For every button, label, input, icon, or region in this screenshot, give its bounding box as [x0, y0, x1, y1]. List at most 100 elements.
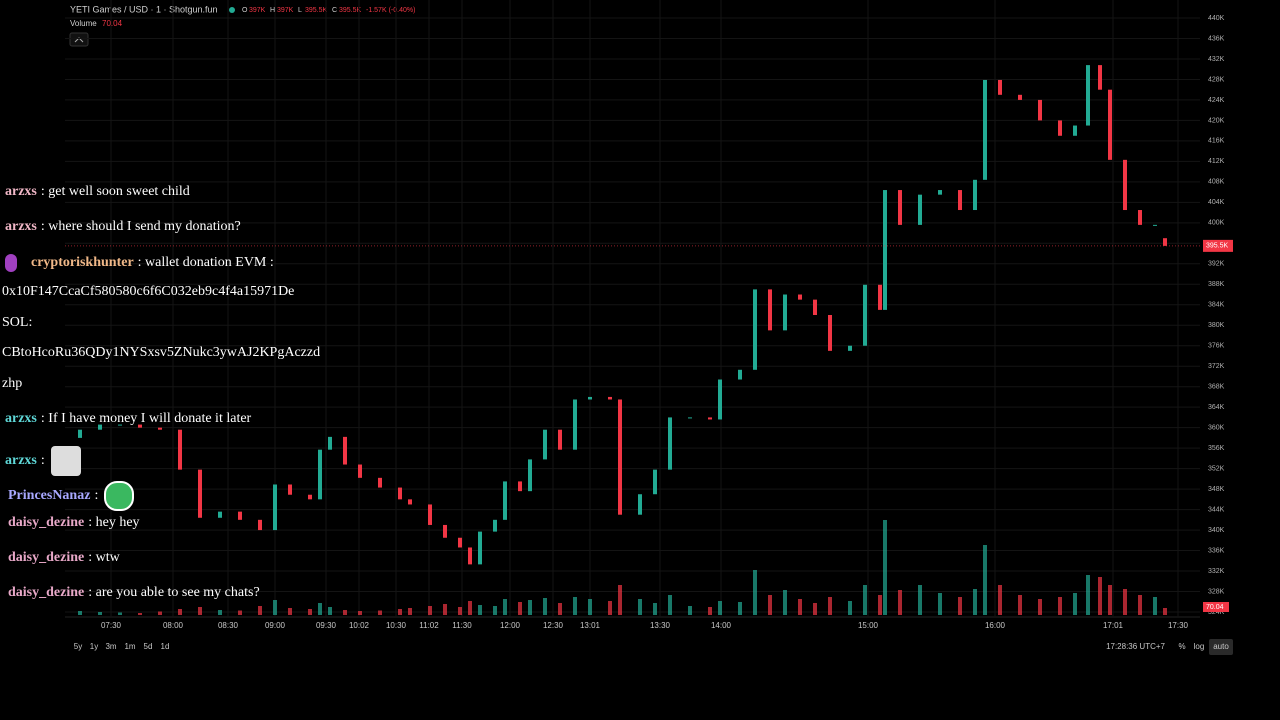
range-button[interactable]: 5y	[74, 642, 82, 651]
x-tick-label: 08:00	[163, 621, 184, 630]
y-tick-label: 332K	[1208, 568, 1225, 575]
volume-bar	[378, 610, 382, 615]
candle	[998, 79, 1002, 95]
volume-bar	[78, 611, 82, 615]
y-tick-label: 352K	[1208, 465, 1225, 472]
candle	[158, 427, 162, 430]
candle	[518, 481, 522, 492]
chat-user: daisy_dezine	[8, 585, 85, 600]
x-tick-label: 17:01	[1103, 621, 1124, 630]
candle	[878, 284, 882, 310]
volume-tag	[1203, 602, 1229, 612]
chat-text: : get well soon sweet child	[40, 184, 190, 199]
candle	[288, 484, 292, 495]
candle	[718, 379, 722, 420]
chat-line: 0x10F147CcaCf580580c6f6C032eb9c4f4a15971…	[2, 284, 295, 299]
chat-text: : are you able to see my chats?	[88, 585, 260, 600]
price-tag	[1203, 239, 1233, 252]
candle	[198, 469, 202, 518]
x-tick-label: 12:30	[543, 621, 564, 630]
volume-bar	[428, 606, 432, 615]
chat-message: daisy_dezine: wtw	[8, 550, 120, 566]
x-tick-label: 17:30	[1168, 621, 1189, 630]
candle	[813, 299, 817, 315]
ohlc-label: L	[298, 7, 302, 14]
candle	[493, 519, 497, 532]
candle	[358, 464, 362, 478]
candle	[1018, 94, 1022, 100]
candle	[138, 424, 142, 428]
range-button[interactable]: 1y	[90, 642, 98, 651]
y-tick-label: 424K	[1208, 97, 1225, 104]
volume-bar	[178, 609, 182, 615]
volume-bar	[478, 605, 482, 615]
chat-message: arzxs: where should I send my donation?	[5, 219, 241, 235]
candle	[218, 511, 222, 518]
candle	[688, 417, 692, 419]
y-tick-label: 376K	[1208, 343, 1225, 350]
volume-bar	[688, 606, 692, 615]
x-tick-label: 14:00	[711, 621, 732, 630]
chat-message: daisy_dezine: are you able to see my cha…	[8, 585, 260, 601]
volume-bar	[798, 599, 802, 615]
volume-bar	[918, 585, 922, 615]
y-tick-label: 348K	[1208, 486, 1225, 493]
volume-bar	[1138, 595, 1142, 615]
range-button[interactable]: 3m	[105, 642, 116, 651]
option-button[interactable]: auto	[1213, 642, 1229, 651]
y-tick-label: 392K	[1208, 261, 1225, 268]
volume-bar	[813, 603, 817, 615]
volume-bar	[1123, 589, 1127, 615]
candle	[98, 424, 102, 430]
y-tick-label: 420K	[1208, 117, 1225, 124]
collapse-button[interactable]	[69, 32, 89, 47]
mic-icon	[5, 254, 17, 272]
x-tick-label: 15:00	[858, 621, 879, 630]
x-tick-label: 11:02	[419, 621, 439, 630]
candle	[503, 481, 507, 520]
x-tick-label: 16:00	[985, 621, 1006, 630]
volume-bar	[503, 599, 507, 615]
candle	[308, 494, 312, 500]
volume-bar	[443, 604, 447, 615]
candle	[328, 436, 332, 450]
option-button[interactable]: %	[1178, 642, 1185, 651]
chat-user: cryptoriskhunter	[31, 255, 134, 271]
volume-bar	[718, 601, 722, 615]
volume-bar	[138, 613, 142, 615]
candle	[1108, 89, 1112, 160]
range-button[interactable]: 1m	[124, 642, 135, 651]
volume-bar	[973, 589, 977, 615]
volume-bar	[458, 607, 462, 615]
volume-label: Volume	[70, 19, 97, 28]
volume-bar	[898, 590, 902, 615]
volume-bar	[848, 601, 852, 615]
candle	[398, 487, 402, 500]
option-button[interactable]: log	[1194, 642, 1205, 651]
symbol: YETI Games / USD · 1 · Shotgun.fun	[70, 4, 218, 14]
candle	[983, 79, 987, 180]
candle	[318, 449, 322, 500]
range-button[interactable]: 1d	[161, 642, 170, 651]
y-tick-label: 388K	[1208, 281, 1225, 288]
candle	[1073, 125, 1077, 136]
volume-bar	[938, 593, 942, 615]
y-tick-label: 328K	[1208, 588, 1225, 595]
clock: 17:28:36 UTC+7	[1106, 642, 1165, 651]
volume-bar	[198, 607, 202, 615]
volume-bar	[218, 610, 222, 615]
volume-bar	[118, 612, 122, 615]
range-button[interactable]: 5d	[144, 642, 153, 651]
candle	[1138, 210, 1142, 225]
candle	[1163, 238, 1167, 246]
chat-text: :	[40, 453, 45, 469]
x-tick-label: 07:30	[101, 621, 122, 630]
y-tick-label: 400K	[1208, 220, 1225, 227]
chat-user: PrincesNanaz	[8, 488, 91, 504]
y-tick-label: 380K	[1208, 322, 1225, 329]
chat-line: zhp	[2, 376, 23, 391]
emote-cat	[50, 446, 81, 476]
volume-bar	[878, 595, 882, 615]
volume-bar	[883, 520, 887, 615]
volume-bar	[343, 610, 347, 615]
